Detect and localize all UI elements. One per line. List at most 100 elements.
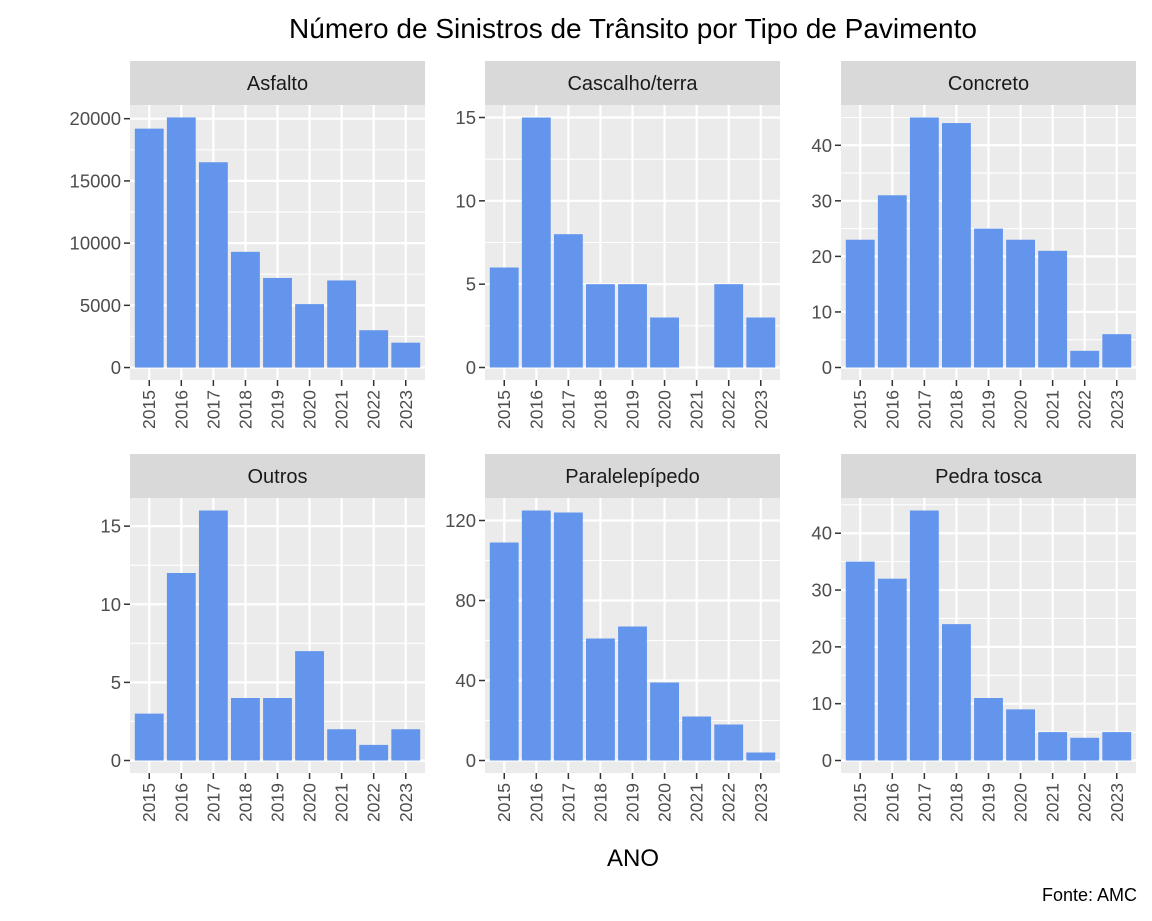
facet-asfalto: Asfalto 0 5000 10000 15000 20000 2015 2016 2017 2… xyxy=(70,61,425,429)
bar-asfalto-2020 xyxy=(295,304,324,368)
x-tick-label: 2016 xyxy=(171,390,191,429)
x-tick-label: 2022 xyxy=(364,783,384,822)
facet-strip xyxy=(130,454,425,498)
bar-cascalho-terra-2022 xyxy=(714,284,744,368)
x-tick-label: 2021 xyxy=(332,783,352,822)
bar-concreto-2020 xyxy=(1006,239,1035,368)
x-tick-label: 2021 xyxy=(332,390,352,429)
bar-outros-2018 xyxy=(231,698,260,761)
y-tick-label: 120 xyxy=(445,510,476,531)
y-tick-label: 5 xyxy=(466,274,476,295)
y-tick-label: 40 xyxy=(811,135,832,156)
x-tick-label: 2020 xyxy=(300,783,320,822)
bar-concreto-2016 xyxy=(877,195,907,368)
bar-asfalto-2017 xyxy=(198,162,228,368)
x-tick-label: 2016 xyxy=(882,783,902,822)
x-tick-label: 2018 xyxy=(590,390,610,429)
x-tick-label: 2017 xyxy=(203,390,223,429)
x-tick-label: 2018 xyxy=(946,390,966,429)
x-tick-label: 2022 xyxy=(1075,783,1095,822)
x-tick-label: 2022 xyxy=(719,390,739,429)
x-tick-label: 2018 xyxy=(946,783,966,822)
bar-asfalto-2016 xyxy=(166,117,196,368)
x-tick-label: 2015 xyxy=(850,783,870,822)
x-tick-label: 2022 xyxy=(719,783,739,822)
x-tick-label: 2019 xyxy=(979,390,999,429)
bar-pedra-tosca-2020 xyxy=(1006,709,1035,761)
x-tick-label: 2019 xyxy=(268,390,288,429)
x-tick-label: 2015 xyxy=(850,390,870,429)
facet-strip xyxy=(485,454,780,498)
bar-cascalho-terra-2018 xyxy=(586,284,615,368)
bar-paralelepipedo-2018 xyxy=(586,638,615,761)
bar-asfalto-2022 xyxy=(359,330,389,368)
x-tick-label: 2019 xyxy=(268,783,288,822)
y-tick-label: 15000 xyxy=(70,170,121,191)
facet-strip-label: Asfalto xyxy=(247,73,308,95)
y-tick-label: 0 xyxy=(466,750,476,771)
bar-outros-2017 xyxy=(198,510,228,761)
y-tick-label: 0 xyxy=(466,357,476,378)
x-tick-label: 2023 xyxy=(751,390,771,429)
bar-asfalto-2015 xyxy=(134,128,164,368)
x-tick-label: 2021 xyxy=(687,783,707,822)
x-tick-label: 2017 xyxy=(914,783,934,822)
y-tick-label: 80 xyxy=(455,590,476,611)
x-tick-label: 2020 xyxy=(300,390,320,429)
x-tick-label: 2017 xyxy=(558,390,578,429)
bar-paralelepipedo-2016 xyxy=(521,510,551,761)
bar-asfalto-2021 xyxy=(327,280,357,368)
bar-outros-2019 xyxy=(263,698,292,761)
bar-pedra-tosca-2023 xyxy=(1102,732,1132,761)
x-tick-label: 2020 xyxy=(655,783,675,822)
x-tick-label: 2019 xyxy=(623,783,643,822)
bar-paralelepipedo-2015 xyxy=(489,542,519,761)
y-tick-label: 0 xyxy=(822,357,832,378)
bar-pedra-tosca-2015 xyxy=(845,561,875,761)
bar-asfalto-2023 xyxy=(391,342,421,368)
bar-concreto-2017 xyxy=(909,117,939,368)
bar-outros-2022 xyxy=(359,744,389,761)
x-tick-label: 2018 xyxy=(590,783,610,822)
x-tick-label: 2017 xyxy=(203,783,223,822)
bar-paralelepipedo-2022 xyxy=(714,724,744,761)
x-tick-label: 2022 xyxy=(1075,390,1095,429)
x-tick-label: 2019 xyxy=(979,783,999,822)
bar-pedra-tosca-2021 xyxy=(1038,732,1068,761)
x-tick-label: 2015 xyxy=(494,783,514,822)
x-tick-label: 2023 xyxy=(396,783,416,822)
bar-outros-2016 xyxy=(166,573,196,761)
facet-strip xyxy=(130,61,425,105)
bar-pedra-tosca-2022 xyxy=(1070,737,1100,761)
y-tick-label: 10000 xyxy=(70,233,121,254)
y-tick-label: 15 xyxy=(100,516,121,537)
y-tick-label: 10 xyxy=(100,594,121,615)
facet-cascalho-terra: Cascalho/terra 0 5 10 15 2015 2016 2017 2018 2019… xyxy=(455,61,780,429)
bar-paralelepipedo-2017 xyxy=(553,512,583,761)
x-tick-label: 2017 xyxy=(914,390,934,429)
bar-concreto-2018 xyxy=(942,123,971,368)
source-caption: Fonte: AMC xyxy=(1042,885,1137,905)
facet-strip-label: Paralelepípedo xyxy=(565,466,700,488)
bar-paralelepipedo-2020 xyxy=(650,682,679,761)
x-tick-label: 2022 xyxy=(364,390,384,429)
bar-cascalho-terra-2015 xyxy=(489,267,519,368)
bar-asfalto-2018 xyxy=(231,251,260,368)
x-tick-label: 2023 xyxy=(1107,783,1127,822)
bar-cascalho-terra-2020 xyxy=(650,317,679,368)
facet-outros: Outros 0 5 10 15 2015 2016 2017 2018 2019 2020 2021… xyxy=(100,454,425,822)
x-tick-label: 2015 xyxy=(494,390,514,429)
y-tick-label: 0 xyxy=(111,750,121,771)
bar-pedra-tosca-2018 xyxy=(942,624,971,761)
x-tick-label: 2021 xyxy=(1043,783,1063,822)
x-tick-label: 2016 xyxy=(526,783,546,822)
x-tick-label: 2019 xyxy=(623,390,643,429)
y-tick-label: 5000 xyxy=(80,295,121,316)
y-tick-label: 10 xyxy=(811,693,832,714)
x-tick-label: 2023 xyxy=(396,390,416,429)
y-tick-label: 15 xyxy=(455,107,476,128)
x-tick-label: 2021 xyxy=(687,390,707,429)
bar-concreto-2021 xyxy=(1038,250,1068,368)
